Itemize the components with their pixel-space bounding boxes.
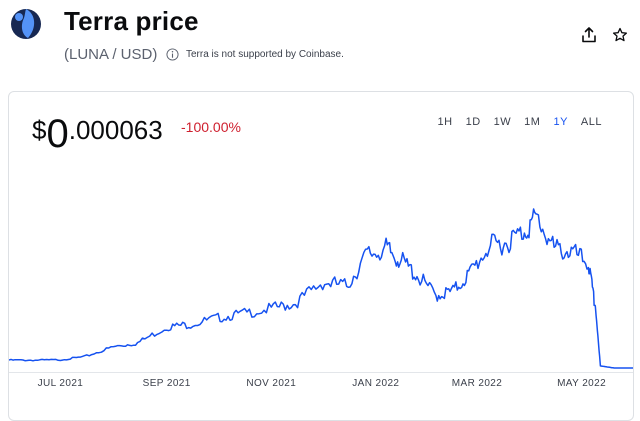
info-icon[interactable] [166,48,179,61]
x-tick-label: SEP 2021 [142,378,191,389]
current-price: $0.000063 [32,112,163,157]
range-1h[interactable]: 1H [437,116,453,128]
range-1w[interactable]: 1W [493,116,512,128]
range-1m[interactable]: 1M [524,116,541,128]
support-notice: Terra is not supported by Coinbase. [186,49,344,60]
share-icon[interactable] [580,26,598,44]
price-chart [9,208,633,369]
terra-logo-icon [11,9,41,39]
time-range-selector: 1H 1D 1W 1M 1Y ALL [438,116,602,128]
x-tick-label: NOV 2021 [246,378,297,389]
x-tick-label: MAR 2022 [451,378,503,389]
currency-pair: (LUNA / USD) [64,46,158,63]
price-series-line [9,208,633,369]
x-tick-label: MAY 2022 [557,378,607,389]
chart-card [8,91,634,421]
range-1d[interactable]: 1D [465,116,481,128]
x-axis-line [9,372,633,373]
price-integer: 0 [46,112,69,156]
x-tick-label: JUL 2021 [37,378,84,389]
star-icon[interactable] [612,27,628,43]
page-title: Terra price [64,6,199,36]
price-decimals: .000063 [68,115,163,145]
price-change: -100.00% [181,119,241,135]
range-all[interactable]: ALL [580,116,602,128]
range-1y[interactable]: 1Y [553,116,568,128]
x-tick-label: JAN 2022 [352,378,400,389]
price-currency: $ [32,115,47,145]
